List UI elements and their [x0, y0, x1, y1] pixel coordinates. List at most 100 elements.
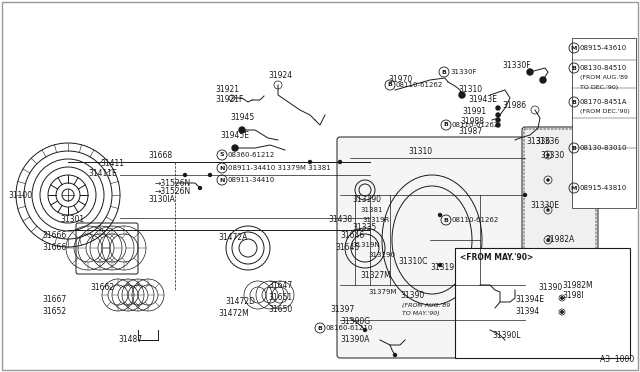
Circle shape	[232, 145, 238, 151]
Text: 08110-61262: 08110-61262	[452, 217, 499, 223]
Text: 31394: 31394	[515, 308, 540, 317]
Text: 3198I: 3198I	[562, 292, 584, 301]
Text: 31472D: 31472D	[225, 298, 255, 307]
Text: 08911-34410: 08911-34410	[228, 177, 275, 183]
FancyBboxPatch shape	[337, 137, 528, 358]
Circle shape	[524, 283, 527, 286]
Circle shape	[547, 239, 549, 241]
Text: 31397: 31397	[330, 305, 355, 314]
Circle shape	[496, 118, 500, 122]
Text: 31390: 31390	[538, 283, 563, 292]
Circle shape	[184, 173, 186, 176]
Circle shape	[496, 106, 500, 110]
Text: B: B	[444, 122, 449, 128]
Text: 31330F: 31330F	[450, 69, 477, 75]
Text: 31650: 31650	[268, 305, 292, 314]
Text: B: B	[572, 99, 577, 105]
Circle shape	[547, 209, 549, 211]
Text: 31668: 31668	[148, 151, 172, 160]
Circle shape	[527, 69, 533, 75]
Text: 31390G: 31390G	[340, 317, 370, 327]
Text: 31982A: 31982A	[545, 235, 574, 244]
Text: 31319R: 31319R	[362, 217, 389, 223]
Circle shape	[438, 214, 442, 217]
Text: 31924: 31924	[268, 71, 292, 80]
Text: 31310C: 31310C	[398, 257, 428, 266]
Text: 31645: 31645	[335, 244, 359, 253]
Text: 08915-43610: 08915-43610	[580, 45, 627, 51]
Text: 31988: 31988	[460, 118, 484, 126]
Text: 31336: 31336	[535, 138, 559, 147]
Text: 31336: 31336	[526, 138, 550, 147]
Text: 313190: 313190	[368, 252, 395, 258]
Text: B: B	[317, 326, 323, 330]
Text: 31330F: 31330F	[502, 61, 531, 70]
Text: 31390: 31390	[400, 291, 424, 299]
Circle shape	[198, 186, 202, 189]
Circle shape	[561, 297, 563, 299]
Text: 08170-8451A: 08170-8451A	[580, 99, 627, 105]
Text: B: B	[572, 145, 577, 151]
Text: 31646: 31646	[340, 231, 364, 240]
Text: 08911-34410 31379M 31381: 08911-34410 31379M 31381	[228, 165, 331, 171]
Text: 31945: 31945	[230, 113, 254, 122]
FancyBboxPatch shape	[522, 127, 598, 348]
Circle shape	[496, 123, 500, 127]
Circle shape	[538, 268, 542, 272]
Text: 3130IA: 3130IA	[148, 196, 175, 205]
Text: 31986: 31986	[502, 100, 526, 109]
Text: 31327M: 31327M	[360, 270, 391, 279]
Text: 31652: 31652	[42, 308, 66, 317]
Text: 31472A: 31472A	[218, 234, 248, 243]
Circle shape	[524, 193, 527, 196]
Text: TO DEC.'90): TO DEC.'90)	[580, 84, 618, 90]
Text: (FROM AUG.'89: (FROM AUG.'89	[580, 76, 628, 80]
Text: 08110-61262: 08110-61262	[452, 122, 499, 128]
Text: 31310: 31310	[458, 86, 482, 94]
Text: 31301: 31301	[60, 215, 84, 224]
Text: 08110-61262: 08110-61262	[396, 82, 444, 88]
Text: 31662: 31662	[90, 283, 114, 292]
Text: 31411: 31411	[100, 158, 124, 167]
Circle shape	[504, 339, 506, 341]
Text: A3  1000: A3 1000	[600, 356, 634, 365]
Circle shape	[364, 328, 367, 331]
Text: M: M	[571, 45, 577, 51]
Text: 31921: 31921	[215, 86, 239, 94]
Circle shape	[547, 154, 549, 156]
Text: N: N	[220, 166, 225, 170]
Text: N: N	[220, 177, 225, 183]
Text: S: S	[220, 153, 224, 157]
Circle shape	[547, 324, 549, 326]
Text: 31666: 31666	[42, 231, 67, 240]
Circle shape	[394, 353, 397, 356]
Text: 08130-84510: 08130-84510	[580, 65, 627, 71]
Circle shape	[239, 127, 245, 133]
Text: (FROM AUG.'89: (FROM AUG.'89	[402, 302, 451, 308]
Text: 31390L: 31390L	[492, 330, 520, 340]
Text: 31921F: 31921F	[215, 96, 243, 105]
Text: 31991: 31991	[462, 108, 486, 116]
Text: 31379M: 31379M	[368, 289, 397, 295]
Text: 31651: 31651	[268, 294, 292, 302]
Text: 08360-61212: 08360-61212	[228, 152, 275, 158]
Circle shape	[438, 263, 442, 266]
Circle shape	[547, 179, 549, 181]
Text: 31310: 31310	[408, 148, 432, 157]
Text: 31319N: 31319N	[352, 242, 380, 248]
Text: 31438: 31438	[328, 215, 352, 224]
Text: 313190: 313190	[352, 196, 381, 205]
Text: 31335: 31335	[352, 224, 376, 232]
Text: 31472M: 31472M	[218, 310, 249, 318]
Text: 31100: 31100	[8, 190, 32, 199]
Text: 31330E: 31330E	[530, 201, 559, 209]
Circle shape	[540, 77, 546, 83]
Text: 31970: 31970	[388, 76, 412, 84]
Text: 31394E: 31394E	[515, 295, 544, 305]
Text: 31945E: 31945E	[220, 131, 249, 140]
Text: 31943E: 31943E	[468, 96, 497, 105]
Text: 31411E: 31411E	[88, 170, 116, 179]
Text: (FROM DEC.'90): (FROM DEC.'90)	[580, 109, 630, 115]
Circle shape	[209, 173, 211, 176]
Text: TO MAY.'90): TO MAY.'90)	[402, 311, 440, 315]
